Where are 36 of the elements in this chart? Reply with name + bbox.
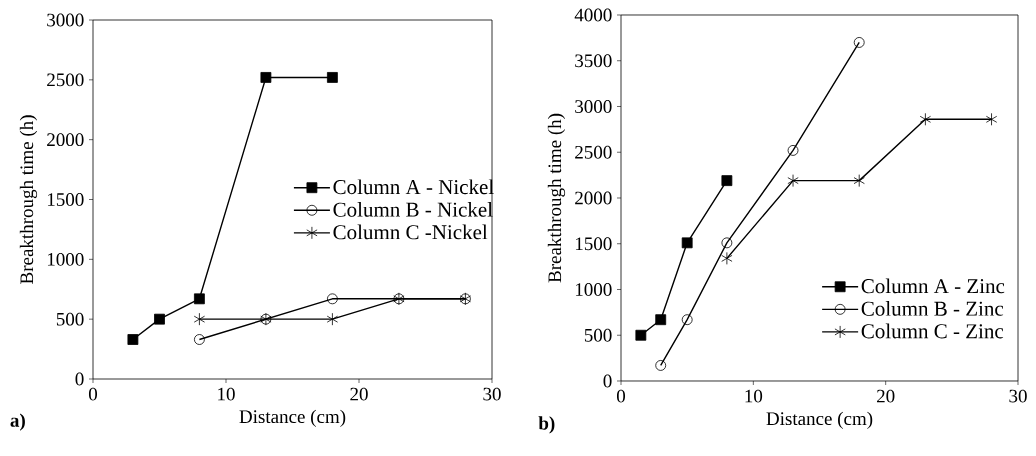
y-tick-label: 2500 (575, 145, 612, 159)
x-tick-label: 20 (350, 387, 368, 401)
x-axis-title: Distance (cm) (766, 411, 873, 429)
x-tick-label: 30 (483, 387, 501, 401)
y-tick-label: 2000 (47, 133, 84, 147)
y-tick-label: 1000 (47, 252, 84, 266)
legend-label: Column B - Zinc (861, 301, 1004, 316)
y-tick-label: 3000 (47, 13, 84, 27)
y-tick-label: 2500 (47, 73, 84, 87)
y-tick-label: 4000 (574, 8, 612, 22)
x-tick-label: 10 (745, 389, 763, 403)
y-tick-label: 3000 (575, 100, 612, 113)
y-tick-label: 500 (56, 312, 84, 326)
y-tick-label: 500 (584, 328, 612, 342)
x-tick-label: 0 (616, 389, 626, 403)
x-tick-label: 30 (1009, 389, 1027, 403)
x-tick-label: 20 (877, 389, 895, 403)
legend-label: Column C - Zinc (861, 323, 1004, 339)
x-tick-label: 10 (218, 387, 235, 401)
x-tick-label: 0 (88, 387, 98, 401)
x-axis-title: Distance (cm) (239, 409, 346, 427)
y-tick-label: 1000 (575, 283, 612, 296)
y-axis-title: Breakthrough time (h) (19, 115, 38, 284)
legend-label: Column C -Nickel (333, 224, 488, 240)
y-tick-label: 1500 (575, 237, 612, 251)
legend-label: Column A - Zinc (861, 278, 1005, 294)
y-axis-title: Breakthrough time (h) (547, 113, 566, 283)
text: b) (538, 416, 555, 434)
y-tick-label: 1500 (47, 193, 84, 206)
y-tick-label: 0 (75, 372, 84, 386)
y-tick-label: 2000 (575, 191, 612, 205)
text: a) (10, 413, 25, 431)
y-tick-label: 3500 (575, 54, 612, 68)
y-tick-label: 0 (603, 374, 612, 388)
legend-label: Column B - Nickel (333, 201, 493, 217)
legend-label: Column A - Nickel (333, 179, 494, 195)
